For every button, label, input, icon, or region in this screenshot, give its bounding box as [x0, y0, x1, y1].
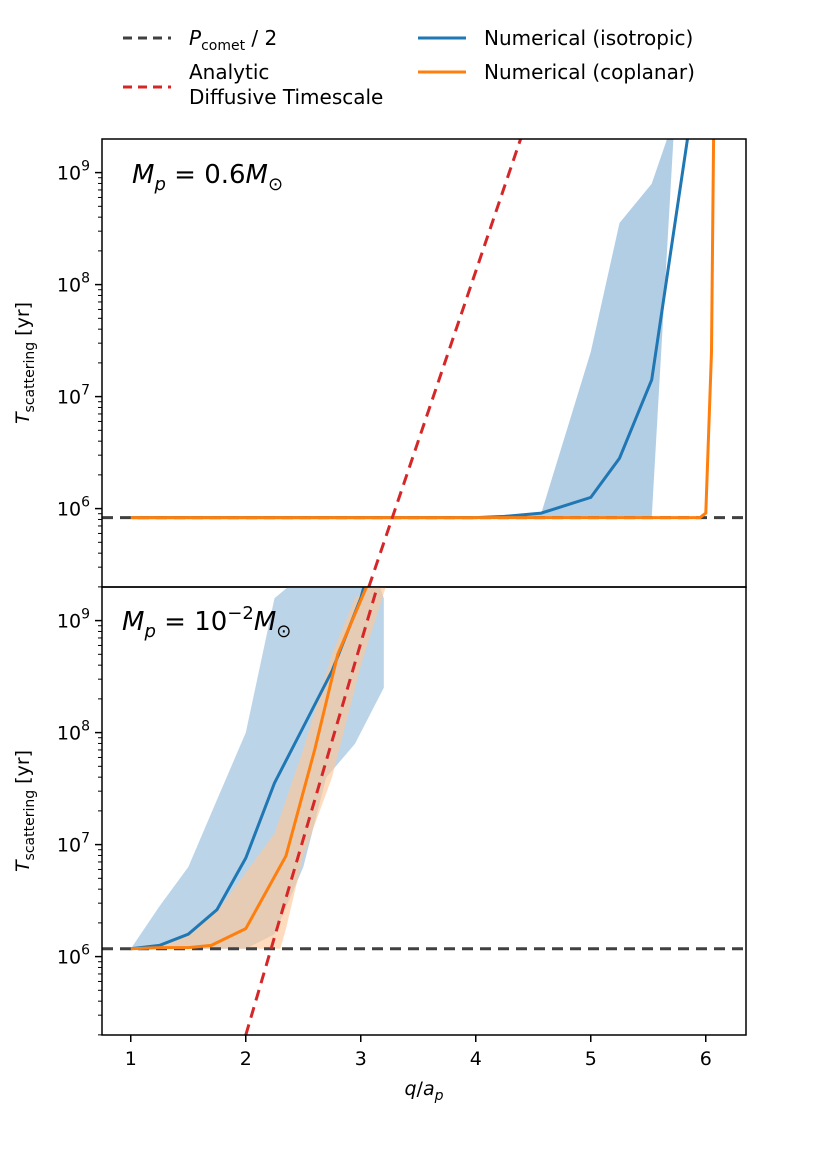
y-tick-label: 106: [57, 495, 90, 521]
panel-bottom-coplanar-line: [130, 587, 369, 951]
legend-analytic-label-line1: Analytic: [189, 60, 269, 84]
panel-bottom-coplanar-band: [130, 587, 386, 949]
panel-bottom-plot-area: [102, 587, 746, 1035]
panel-bottom: Mp = 10−2M⊙ 106 107 108 109 Tscattering [yr…: [12, 586, 747, 1104]
y-tick-label: 107: [57, 383, 90, 409]
x-tick-label: 3: [355, 1048, 367, 1070]
legend-analytic-label-line2: Diffusive Timescale: [189, 85, 383, 109]
legend-isotropic-label: Numerical (isotropic): [484, 26, 693, 50]
panel-bottom-frame: [101, 586, 747, 1036]
panel-bottom-y-ticks: 106 107 108 109: [57, 607, 102, 1036]
legend-period-label: Pcomet / 2: [189, 26, 277, 54]
y-tick-label: 107: [57, 831, 90, 857]
x-tick-label: 2: [240, 1048, 252, 1070]
y-tick-label: 108: [57, 271, 90, 297]
y-tick-label: 109: [57, 607, 90, 633]
x-tick-label: 1: [125, 1048, 137, 1070]
panel-top-y-ticks: 106 107 108 109: [57, 159, 102, 588]
x-ticks: 1 2 3 4 5 6: [125, 1035, 712, 1070]
y-tick-label: 108: [57, 719, 90, 745]
panel-bottom-annotation: Mp = 10−2M⊙: [122, 603, 291, 642]
panel-top-plot-area: [102, 139, 746, 587]
x-tick-label: 5: [585, 1048, 597, 1070]
panel-bottom-isotropic-band: [130, 587, 384, 949]
x-tick-label: 6: [700, 1048, 712, 1070]
legend-coplanar-label: Numerical (coplanar): [484, 60, 695, 84]
x-axis-label: q/ap: [404, 1078, 443, 1104]
panel-top-annotation: Mp = 0.6M⊙: [132, 160, 283, 195]
y-tick-label: 109: [57, 159, 90, 185]
panel-top-coplanar-line: [130, 139, 716, 520]
panel-top-analytic-line: [367, 139, 523, 587]
panel-top-y-axis-label: Tscattering [yr]: [12, 302, 38, 424]
panel-bottom-analytic-line: [244, 587, 379, 1035]
panel-top-isotropic-band: [130, 139, 674, 518]
panel-bottom-y-axis-label: Tscattering [yr]: [12, 750, 38, 872]
legend: Pcomet / 2 Analytic Diffusive Timescale …: [123, 26, 695, 109]
panel-top: Mp = 0.6M⊙ 106 107 108 109 Tscattering [yr]: [12, 138, 747, 588]
x-tick-label: 4: [470, 1048, 482, 1070]
y-tick-label: 106: [57, 943, 90, 969]
